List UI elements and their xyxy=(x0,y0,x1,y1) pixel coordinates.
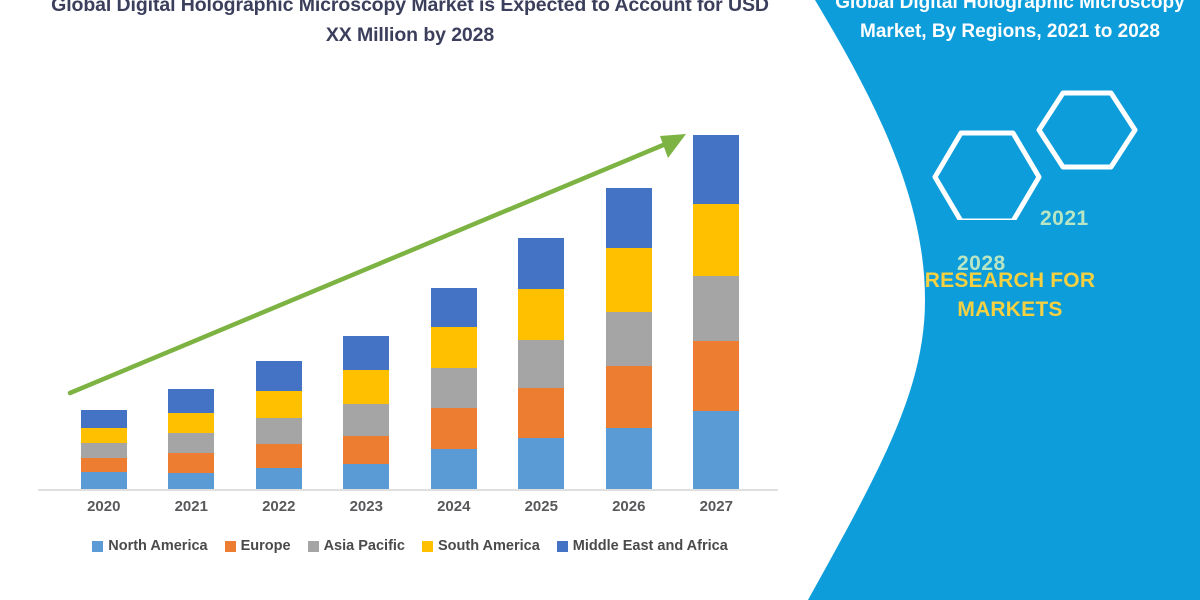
bar-group xyxy=(430,288,477,490)
year-hexagons: 2021 2028 xyxy=(915,85,1145,275)
bar-segment xyxy=(605,366,652,428)
chart-panel: Global Digital Holographic Microscopy Ma… xyxy=(38,0,780,554)
bar-segment xyxy=(255,444,302,468)
bar-segment xyxy=(255,361,302,391)
bar-segment xyxy=(343,370,390,404)
bar-segment xyxy=(255,418,302,444)
brand-line-2: MARKETS xyxy=(957,298,1063,321)
bar-segment xyxy=(518,438,565,490)
bar-segment xyxy=(168,413,215,433)
bar-segment xyxy=(605,248,652,312)
x-axis-tick: 2023 xyxy=(349,498,383,515)
bar-group xyxy=(693,135,740,490)
stacked-bars xyxy=(60,120,760,490)
bar-segment xyxy=(343,404,390,436)
bar-group xyxy=(168,389,215,490)
legend-swatch-icon xyxy=(307,540,319,552)
bar-segment xyxy=(343,436,390,464)
hexagon-label-2028: 2028 xyxy=(957,252,1006,275)
bar-segment xyxy=(693,341,740,411)
bar-segment xyxy=(518,289,565,340)
bar-segment xyxy=(693,204,740,276)
brand-panel: Global Digital Holographic Microscopy Ma… xyxy=(760,0,1200,600)
chart-legend: North America Europe Asia Pacific South Ame… xyxy=(40,538,780,554)
brand-line-1: RESEARCH FOR xyxy=(924,269,1096,292)
bar-segment xyxy=(605,428,652,490)
bar-segment xyxy=(430,368,477,408)
x-axis-tick: 2025 xyxy=(524,498,558,515)
legend-item[interactable]: Middle East and Africa xyxy=(556,538,728,554)
legend-item[interactable]: Asia Pacific xyxy=(307,538,405,554)
x-axis-tick: 2024 xyxy=(437,498,471,515)
legend-item[interactable]: South America xyxy=(422,538,540,554)
bar-segment xyxy=(605,312,652,366)
bar-group xyxy=(255,361,302,490)
legend-label: Europe xyxy=(240,538,291,554)
legend-swatch-icon xyxy=(556,540,568,552)
bar-segment xyxy=(168,433,215,453)
legend-label: North America xyxy=(108,538,208,554)
bar-segment xyxy=(80,458,127,472)
bar-segment xyxy=(518,340,565,388)
legend-swatch-icon xyxy=(224,540,236,552)
legend-swatch-icon xyxy=(422,540,433,552)
legend-item[interactable]: Europe xyxy=(224,538,291,554)
x-axis-tick: 2021 xyxy=(174,498,208,515)
panel-title: Global Digital Holographic Microscopy Ma… xyxy=(835,0,1185,42)
legend-swatch-icon xyxy=(92,540,104,552)
bar-group xyxy=(343,336,390,490)
hexagon-label-2021: 2021 xyxy=(1040,207,1089,230)
x-axis-line xyxy=(38,489,778,491)
bar-group xyxy=(605,188,652,490)
bar-segment xyxy=(80,410,127,428)
bar-segment xyxy=(693,276,740,341)
bar-segment xyxy=(168,473,215,490)
bar-segment xyxy=(343,464,390,490)
bar-segment xyxy=(343,336,390,370)
x-axis-labels: 2020 2021 2022 2023 2024 2025 2026 2027 xyxy=(60,498,760,524)
plot-area xyxy=(60,120,760,490)
x-axis-tick: 2027 xyxy=(699,498,733,515)
legend-label: Asia Pacific xyxy=(323,538,405,554)
x-axis-tick: 2022 xyxy=(262,498,296,515)
hexagon-outlines xyxy=(932,90,1138,224)
legend-label: South America xyxy=(438,538,540,554)
bar-segment xyxy=(255,468,302,490)
bar-segment xyxy=(80,472,127,490)
bar-segment xyxy=(255,391,302,418)
bar-group xyxy=(80,410,127,490)
bar-segment xyxy=(518,388,565,438)
bar-segment xyxy=(168,389,215,413)
bar-segment xyxy=(430,327,477,368)
x-axis-tick: 2020 xyxy=(87,498,121,515)
brand-panel-content: Global Digital Holographic Microscopy Ma… xyxy=(820,0,1200,600)
legend-item[interactable]: North America xyxy=(92,538,208,554)
bar-segment xyxy=(430,408,477,449)
bar-segment xyxy=(80,443,127,458)
blue-panel-background xyxy=(808,0,1200,600)
bar-segment xyxy=(430,288,477,327)
bar-group xyxy=(518,238,565,490)
bar-segment xyxy=(168,453,215,473)
brand-name: RESEARCH FOR MARKETS xyxy=(820,266,1200,324)
legend-label: Middle East and Africa xyxy=(572,538,728,554)
bar-segment xyxy=(693,135,740,204)
bar-segment xyxy=(430,449,477,490)
x-axis-tick: 2026 xyxy=(612,498,646,515)
bar-segment xyxy=(605,188,652,248)
bar-segment xyxy=(518,238,565,289)
chart-title: Global Digital Holographic Microscopy Ma… xyxy=(51,0,769,46)
bar-segment xyxy=(80,428,127,443)
bar-segment xyxy=(693,411,740,490)
